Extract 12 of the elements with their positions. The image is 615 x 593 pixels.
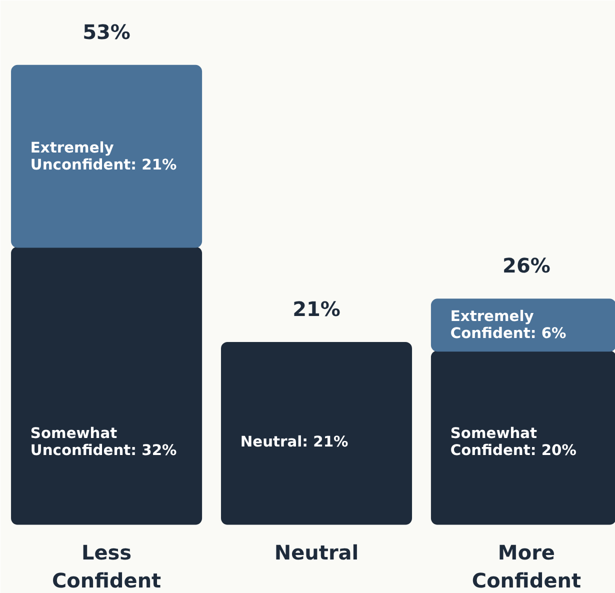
data-label: Neutral: 21%	[240, 434, 349, 451]
data-label: Extremely Confident: 6%	[450, 308, 567, 342]
x-tick-label: Neutral	[274, 540, 359, 565]
x-tick-label: Less Confident	[52, 540, 162, 592]
total-label: 53%	[82, 20, 130, 44]
bar	[11, 246, 202, 525]
data-label: Extremely Unconfident: 21%	[30, 139, 178, 174]
total-label: 21%	[292, 296, 340, 321]
data-label: Somewhat Confident: 20%	[450, 425, 577, 460]
x-tick-label: More Confident	[472, 540, 582, 592]
total-label: 26%	[502, 254, 550, 278]
data-label: Somewhat Unconfident: 32%	[30, 425, 178, 460]
